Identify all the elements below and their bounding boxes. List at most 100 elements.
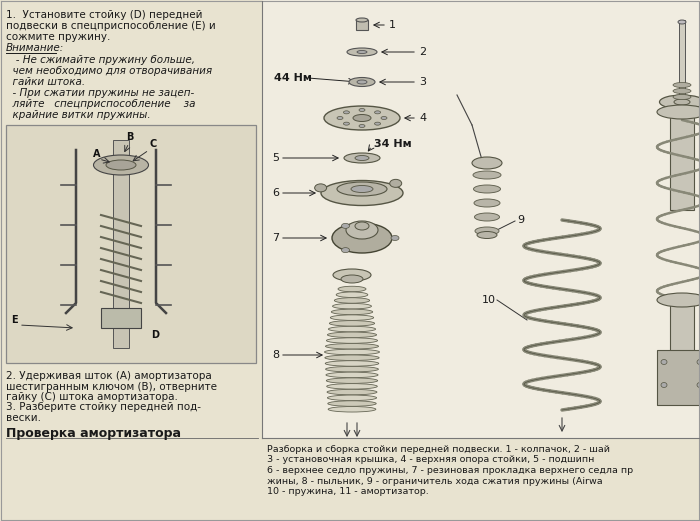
Ellipse shape: [357, 80, 367, 84]
Ellipse shape: [391, 235, 399, 241]
Text: 44 Нм: 44 Нм: [274, 73, 312, 83]
Ellipse shape: [321, 180, 403, 205]
Text: D: D: [151, 330, 159, 340]
Ellipse shape: [324, 106, 400, 130]
Ellipse shape: [353, 115, 371, 121]
Ellipse shape: [355, 222, 369, 230]
Text: 5: 5: [272, 153, 279, 163]
Ellipse shape: [337, 182, 387, 196]
Ellipse shape: [106, 160, 136, 170]
Ellipse shape: [328, 395, 377, 401]
Text: 2: 2: [419, 47, 426, 57]
Bar: [113, 140, 129, 348]
Ellipse shape: [374, 111, 381, 114]
Ellipse shape: [351, 185, 373, 192]
Ellipse shape: [349, 78, 375, 86]
Text: 2. Удерживая шток (А) амортизатора: 2. Удерживая шток (А) амортизатора: [6, 371, 211, 381]
Ellipse shape: [473, 171, 501, 179]
Ellipse shape: [328, 326, 376, 332]
Ellipse shape: [94, 155, 148, 175]
Ellipse shape: [674, 99, 690, 105]
Text: чем необходимо для отворачивания: чем необходимо для отворачивания: [6, 66, 212, 76]
Bar: [6, 125, 256, 363]
Text: - Не сжимайте пружину больше,: - Не сжимайте пружину больше,: [6, 55, 195, 65]
Text: 6: 6: [272, 188, 279, 198]
Bar: [101, 308, 141, 328]
Bar: [670, 305, 694, 375]
Ellipse shape: [344, 111, 349, 114]
Text: 6 - верхнее седло пружины, 7 - резиновая прокладка верхнего седла пр: 6 - верхнее седло пружины, 7 - резиновая…: [267, 466, 633, 475]
Text: Проверка амортизатора: Проверка амортизатора: [6, 427, 181, 440]
Text: 10 - пружина, 11 - амортизатор.: 10 - пружина, 11 - амортизатор.: [267, 487, 428, 496]
Ellipse shape: [673, 89, 691, 93]
Ellipse shape: [330, 320, 374, 326]
Ellipse shape: [333, 269, 371, 281]
Ellipse shape: [474, 199, 500, 207]
Text: 4: 4: [419, 113, 426, 123]
Ellipse shape: [341, 275, 363, 283]
Ellipse shape: [475, 213, 500, 221]
Text: гайки штока.: гайки штока.: [6, 77, 85, 87]
Ellipse shape: [325, 349, 379, 355]
Text: 10: 10: [482, 295, 496, 305]
Ellipse shape: [326, 366, 379, 372]
Text: 7: 7: [272, 233, 279, 243]
Ellipse shape: [338, 286, 366, 292]
Ellipse shape: [661, 382, 667, 388]
Text: шестигранным ключом (В), отверните: шестигранным ключом (В), отверните: [6, 381, 217, 391]
Ellipse shape: [357, 51, 367, 54]
Ellipse shape: [673, 82, 691, 88]
Ellipse shape: [359, 108, 365, 111]
Ellipse shape: [356, 18, 368, 22]
Text: крайние витки пружины.: крайние витки пружины.: [6, 110, 150, 120]
Ellipse shape: [332, 223, 392, 253]
Bar: [356, 20, 368, 30]
Text: жины, 8 - пыльник, 9 - ограничитель хода сжатия пружины (Airwa: жины, 8 - пыльник, 9 - ограничитель хода…: [267, 477, 603, 486]
Ellipse shape: [390, 179, 402, 188]
Ellipse shape: [659, 95, 700, 109]
Text: B: B: [126, 132, 134, 142]
Ellipse shape: [477, 231, 497, 239]
Ellipse shape: [332, 303, 372, 309]
Text: подвески в спецприспособление (Е) и: подвески в спецприспособление (Е) и: [6, 21, 216, 31]
Bar: [657, 350, 700, 405]
Ellipse shape: [697, 359, 700, 365]
Ellipse shape: [475, 227, 499, 235]
Text: гайку (С) штока амортизатора.: гайку (С) штока амортизатора.: [6, 392, 178, 402]
Text: ляйте   спецприспособление    за: ляйте спецприспособление за: [6, 99, 195, 109]
Ellipse shape: [335, 297, 370, 303]
Ellipse shape: [330, 315, 374, 320]
Text: E: E: [11, 315, 18, 325]
Text: 8: 8: [272, 350, 279, 360]
Text: 3 - установочная крышка, 4 - верхняя опора стойки, 5 - подшипн: 3 - установочная крышка, 4 - верхняя опо…: [267, 455, 594, 465]
Ellipse shape: [374, 122, 381, 125]
Ellipse shape: [473, 185, 500, 193]
Ellipse shape: [678, 20, 686, 24]
Text: сожмите пружину.: сожмите пружину.: [6, 32, 111, 42]
Ellipse shape: [342, 247, 349, 253]
Text: вески.: вески.: [6, 413, 41, 423]
Text: Разборка и сборка стойки передней подвески. 1 - колпачок, 2 - шай: Разборка и сборка стойки передней подвес…: [267, 445, 610, 454]
Text: 1.  Установите стойку (D) передней: 1. Установите стойку (D) передней: [6, 10, 202, 20]
Ellipse shape: [331, 309, 372, 315]
Ellipse shape: [328, 406, 376, 412]
Ellipse shape: [326, 378, 378, 383]
Ellipse shape: [336, 292, 368, 297]
Ellipse shape: [359, 125, 365, 128]
Ellipse shape: [472, 157, 502, 169]
Ellipse shape: [355, 155, 369, 160]
Bar: [679, 20, 685, 100]
Ellipse shape: [328, 332, 377, 338]
Ellipse shape: [326, 361, 379, 366]
Ellipse shape: [337, 117, 343, 119]
Ellipse shape: [661, 359, 667, 365]
Ellipse shape: [325, 355, 379, 361]
Ellipse shape: [326, 338, 377, 343]
Ellipse shape: [326, 343, 379, 349]
Ellipse shape: [657, 293, 700, 307]
Ellipse shape: [315, 184, 327, 192]
Text: 34 Нм: 34 Нм: [374, 139, 412, 149]
Text: 9: 9: [517, 215, 524, 225]
Bar: [670, 110, 694, 210]
Ellipse shape: [347, 48, 377, 56]
